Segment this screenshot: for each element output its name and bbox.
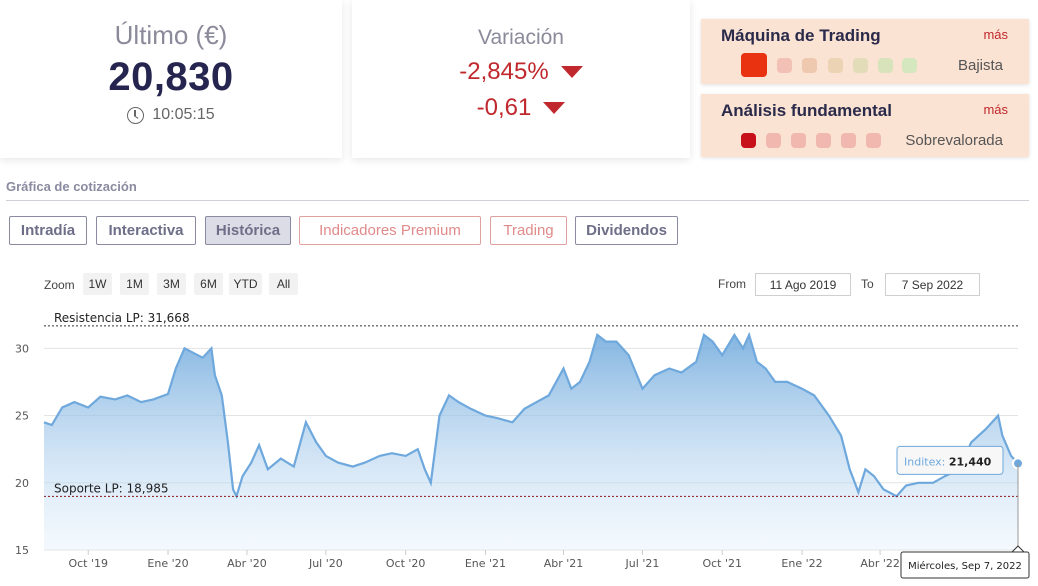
annotation-label: Resistencia LP: 31,668 (54, 311, 190, 325)
y-axis: 15 20 25 30 (15, 342, 29, 557)
rating-dot (866, 133, 881, 148)
down-arrow-icon (543, 102, 566, 114)
fundamental-label: Sobrevalorada (905, 132, 1003, 149)
last-price-card: Último (€) 20,830 10:05:15 (0, 0, 342, 158)
tab-historical[interactable]: Histórica (205, 216, 291, 245)
tab-intraday[interactable]: Intradía (9, 216, 87, 245)
rating-dot (802, 58, 817, 73)
rating-dot (816, 133, 831, 148)
tooltip-box (896, 445, 1004, 475)
tooltip-value: 21,440 (949, 455, 992, 468)
variation-percent-row: -2,845% (352, 58, 690, 86)
rating-dot (766, 133, 781, 148)
tab-interactive[interactable]: Interactiva (96, 216, 196, 245)
zoom-all-button[interactable]: All (269, 273, 298, 295)
x-axis: Oct '19 Ene '20 Abr '20 Jul '20 Oct '20 Ene '… (68, 550, 900, 570)
tab-dividends[interactable]: Dividendos (575, 216, 678, 245)
x-tick-label: Oct '21 (702, 557, 742, 570)
x-tick-label: Ene '22 (781, 557, 822, 570)
down-arrow-icon (560, 66, 583, 78)
chart-tooltip: Inditex: 21,440 Miércoles, Sep 7, 2022 (896, 445, 1030, 579)
variation-absolute-row: -0,61 (352, 94, 690, 122)
tab-trading[interactable]: Trading (490, 216, 567, 245)
annotation-label: Soporte LP: 18,985 (54, 481, 169, 495)
price-area (44, 334, 1018, 550)
trading-machine-more-link[interactable]: más (983, 27, 1008, 42)
last-price-time: 10:05:15 (152, 106, 215, 123)
from-label: From (718, 277, 746, 291)
trading-machine-panel: Máquina de Trading más Bajista (701, 19, 1029, 84)
tooltip-text: Inditex: 21,440 (904, 455, 992, 468)
date-flag (900, 551, 1030, 579)
price-line (43, 331, 1019, 500)
rating-dot (841, 133, 856, 148)
variation-percent: -2,845% (459, 58, 549, 85)
annotations: Resistencia LP: 31,668 Soporte LP: 18,985 (44, 311, 1018, 497)
fundamental-title: Análisis fundamental (721, 101, 892, 120)
x-tick-label: Oct '19 (68, 557, 108, 570)
to-date-input[interactable]: 7 Sep 2022 (885, 273, 980, 296)
date-flag-arrow (1010, 545, 1026, 553)
tooltip-date: Miércoles, Sep 7, 2022 (908, 560, 1022, 572)
trading-machine-label: Bajista (957, 57, 1003, 74)
rating-dot (777, 58, 792, 73)
last-price-value: 20,830 (108, 55, 234, 99)
rating-dot (902, 58, 917, 73)
trading-machine-title: Máquina de Trading (721, 26, 881, 45)
last-price-time-row: 10:05:15 (0, 106, 342, 124)
from-date-input[interactable]: 11 Ago 2019 (755, 273, 851, 296)
x-tick-label: Jul '21 (625, 557, 660, 570)
zoom-label: Zoom (44, 278, 75, 292)
x-tick-label: Oct '20 (386, 557, 426, 570)
rating-dot (853, 58, 868, 73)
y-tick-label: 20 (15, 477, 29, 490)
variation-card: Variación -2,845% -0,61 (352, 0, 690, 158)
tooltip-series: Inditex: (904, 455, 949, 468)
x-tick-label: Abr '21 (544, 557, 584, 570)
rating-dot (791, 133, 806, 148)
x-tick-label: Jul '20 (308, 557, 343, 570)
tab-premium-indicators[interactable]: Indicadores Premium (299, 216, 481, 245)
clock-icon (127, 106, 145, 124)
rating-dot-active (741, 53, 767, 77)
x-tick-label: Ene '21 (465, 557, 506, 570)
rating-dot (828, 58, 843, 73)
zoom-3m-button[interactable]: 3M (157, 273, 186, 295)
to-label: To (861, 277, 874, 291)
y-tick-label: 15 (15, 544, 29, 557)
x-tick-label: Abr '22 (860, 557, 900, 570)
section-divider (6, 200, 1029, 201)
fundamental-more-link[interactable]: más (983, 102, 1008, 117)
variation-absolute: -0,61 (476, 94, 532, 121)
zoom-ytd-button[interactable]: YTD (229, 273, 262, 295)
section-title: Gráfica de cotización (6, 179, 137, 194)
y-tick-label: 25 (15, 410, 29, 423)
zoom-1m-button[interactable]: 1M (120, 273, 149, 295)
x-tick-label: Abr '20 (227, 557, 267, 570)
x-tick-label: Ene '20 (147, 557, 188, 570)
variation-title: Variación (478, 26, 564, 49)
zoom-6m-button[interactable]: 6M (194, 273, 223, 295)
rating-dot-active (741, 133, 756, 148)
zoom-1w-button[interactable]: 1W (83, 273, 112, 295)
fundamental-panel: Análisis fundamental más Sobrevalorada (701, 94, 1029, 157)
y-tick-label: 30 (15, 342, 29, 355)
last-price-title: Último (€) (114, 20, 228, 50)
rating-dot (878, 58, 893, 73)
